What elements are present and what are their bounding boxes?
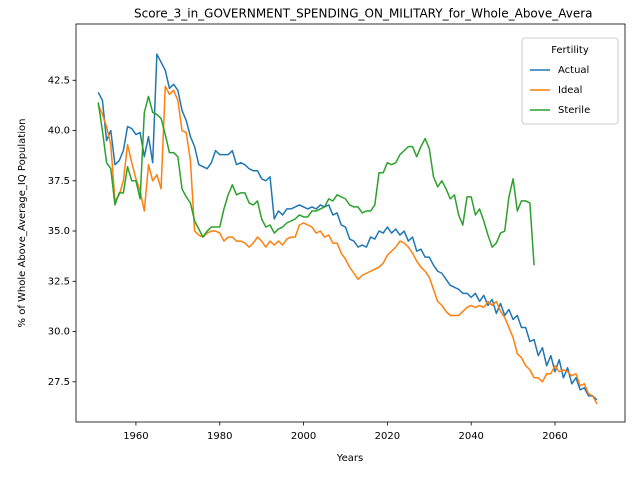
x-tick-label: 1980 — [207, 431, 232, 442]
y-tick-label: 37.5 — [48, 176, 70, 187]
x-tick-label: 2060 — [542, 431, 567, 442]
line-series — [97, 95, 535, 266]
legend-title: Fertility — [551, 45, 589, 56]
y-tick-label: 32.5 — [48, 276, 70, 287]
y-tick-label: 40.0 — [48, 126, 70, 137]
y-axis-label: % of Whole Above_Average_IQ Population — [17, 119, 28, 328]
legend-box — [521, 37, 619, 125]
chart-title: Score_3_in_GOVERNMENT_SPENDING_ON_MILITA… — [134, 7, 593, 21]
axes-frame — [75, 23, 626, 423]
x-axis-label: Years — [336, 453, 363, 464]
x-tick-label: 2040 — [458, 431, 483, 442]
legend-label: Ideal — [558, 85, 582, 96]
line-series — [97, 85, 598, 405]
y-tick-label: 27.5 — [48, 377, 70, 388]
line-series — [97, 53, 598, 401]
x-tick-label: 2000 — [291, 431, 316, 442]
legend-label: Sterile — [558, 105, 590, 116]
y-tick-label: 35.0 — [48, 226, 70, 237]
x-tick-label: 1960 — [123, 431, 148, 442]
x-tick-label: 2020 — [375, 431, 400, 442]
y-tick-label: 42.5 — [48, 75, 70, 86]
legend-label: Actual — [558, 65, 589, 76]
y-tick-label: 30.0 — [48, 327, 70, 338]
